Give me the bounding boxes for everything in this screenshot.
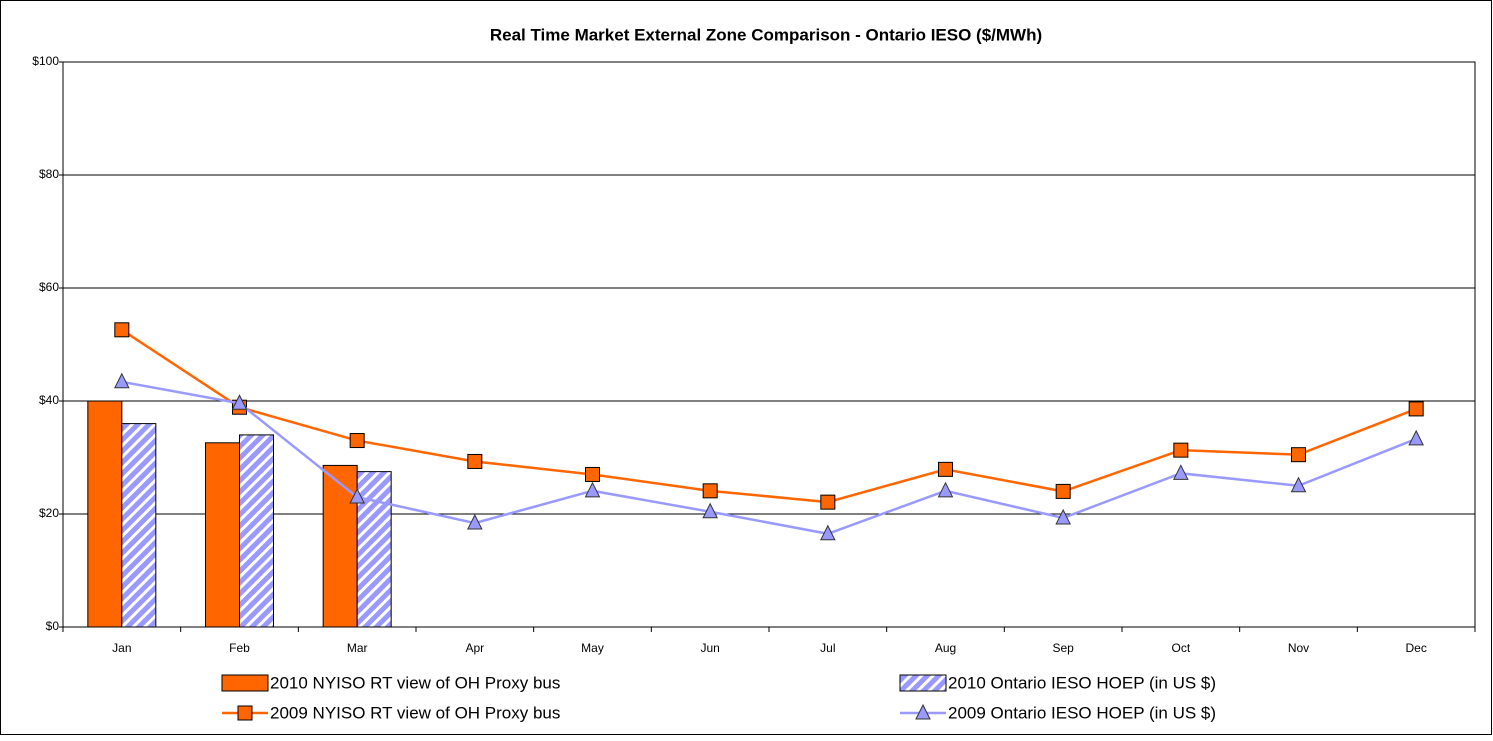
point [702, 483, 718, 499]
bar [356, 471, 392, 628]
point [1408, 401, 1424, 417]
x-tick-label: Jun [700, 641, 719, 655]
line [121, 380, 1417, 536]
bar [87, 400, 123, 628]
point [1408, 429, 1424, 446]
y-tick-label: $100 [32, 54, 59, 68]
bar [239, 434, 274, 628]
x-tick-label: Aug [935, 641, 956, 655]
point [114, 372, 130, 389]
point [820, 524, 836, 541]
line [121, 328, 1417, 504]
point [938, 461, 953, 477]
x-tick-label: Jul [820, 641, 835, 655]
y-tick-label: $0 [46, 619, 60, 633]
y-tick-label: $80 [39, 167, 59, 181]
point [1291, 447, 1306, 463]
legend-label: 2010 Ontario IESO HOEP (in US $) [948, 673, 1216, 692]
point [937, 481, 954, 498]
point [584, 481, 601, 498]
y-tick-label: $60 [39, 280, 59, 294]
point [1173, 464, 1189, 480]
chart-title: Real Time Market External Zone Compariso… [490, 25, 1042, 44]
x-tick-label: Apr [465, 641, 484, 655]
legend-label: 2010 NYISO RT view of OH Proxy bus [270, 673, 560, 692]
x-tick-label: Feb [229, 641, 250, 655]
point [467, 453, 483, 469]
point [702, 502, 718, 519]
point [1290, 476, 1307, 493]
point [114, 322, 130, 338]
x-tick-label: Nov [1288, 641, 1309, 655]
legend-label: 2009 NYISO RT view of OH Proxy bus [270, 703, 560, 722]
x-tick-label: Oct [1171, 641, 1190, 655]
bar [205, 442, 240, 628]
point [467, 513, 483, 530]
x-tick-label: Dec [1405, 641, 1426, 655]
bar [322, 464, 358, 628]
y-tick-label: $40 [39, 393, 59, 407]
legend-label: 2009 Ontario IESO HOEP (in US $) [948, 703, 1216, 722]
point [1055, 508, 1071, 525]
point [1173, 442, 1189, 458]
point [585, 466, 600, 482]
legend-swatch [899, 674, 947, 692]
legend-swatch [221, 674, 269, 692]
x-tick-label: Sep [1052, 641, 1074, 655]
point [820, 494, 836, 510]
x-tick-label: Jan [112, 641, 131, 655]
legend-marker [915, 703, 931, 720]
point [349, 487, 365, 504]
bar [121, 423, 157, 628]
point [1055, 483, 1071, 499]
y-tick-label: $20 [39, 506, 59, 520]
x-tick-label: May [581, 641, 604, 655]
point [349, 433, 365, 449]
legend-marker [237, 705, 253, 721]
x-tick-label: Mar [347, 641, 368, 655]
point [231, 394, 248, 410]
